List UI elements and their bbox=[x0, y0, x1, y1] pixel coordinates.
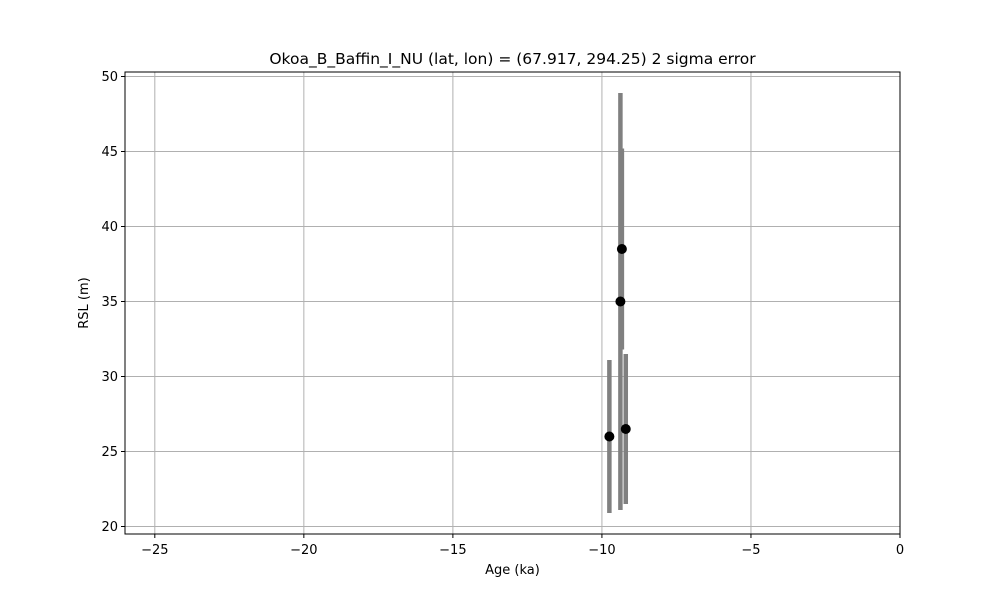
data-point bbox=[616, 244, 627, 254]
y-tick-label: 30 bbox=[101, 370, 118, 385]
x-tick-label: 0 bbox=[896, 543, 904, 558]
data-point bbox=[604, 431, 615, 442]
x-tick-label: −10 bbox=[588, 543, 615, 558]
x-tick-label: −25 bbox=[141, 543, 168, 558]
y-tick-label: 45 bbox=[101, 145, 118, 160]
chart-title: Okoa_B_Baffin_I_NU (lat, lon) = (67.917,… bbox=[269, 50, 756, 69]
data-points bbox=[604, 244, 631, 442]
axes-frame bbox=[124, 71, 901, 535]
y-tick-label: 50 bbox=[101, 70, 118, 85]
ticks: −25 −20 −15 −10 −5 0 20 25 30 35 40 45 50 bbox=[101, 70, 904, 558]
data-point bbox=[620, 424, 631, 434]
x-tick-label: −15 bbox=[439, 543, 466, 558]
grid bbox=[125, 72, 901, 534]
y-tick-label: 25 bbox=[101, 445, 118, 460]
y-axis-label: RSL (m) bbox=[77, 277, 92, 328]
y-tick-label: 20 bbox=[101, 520, 118, 535]
x-tick-label: −20 bbox=[290, 543, 317, 558]
x-axis-label: Age (ka) bbox=[485, 563, 540, 578]
x-tick-label: −5 bbox=[741, 543, 760, 558]
y-tick-label: 40 bbox=[101, 220, 118, 235]
data-point bbox=[615, 296, 626, 307]
y-tick-label: 35 bbox=[101, 295, 118, 310]
